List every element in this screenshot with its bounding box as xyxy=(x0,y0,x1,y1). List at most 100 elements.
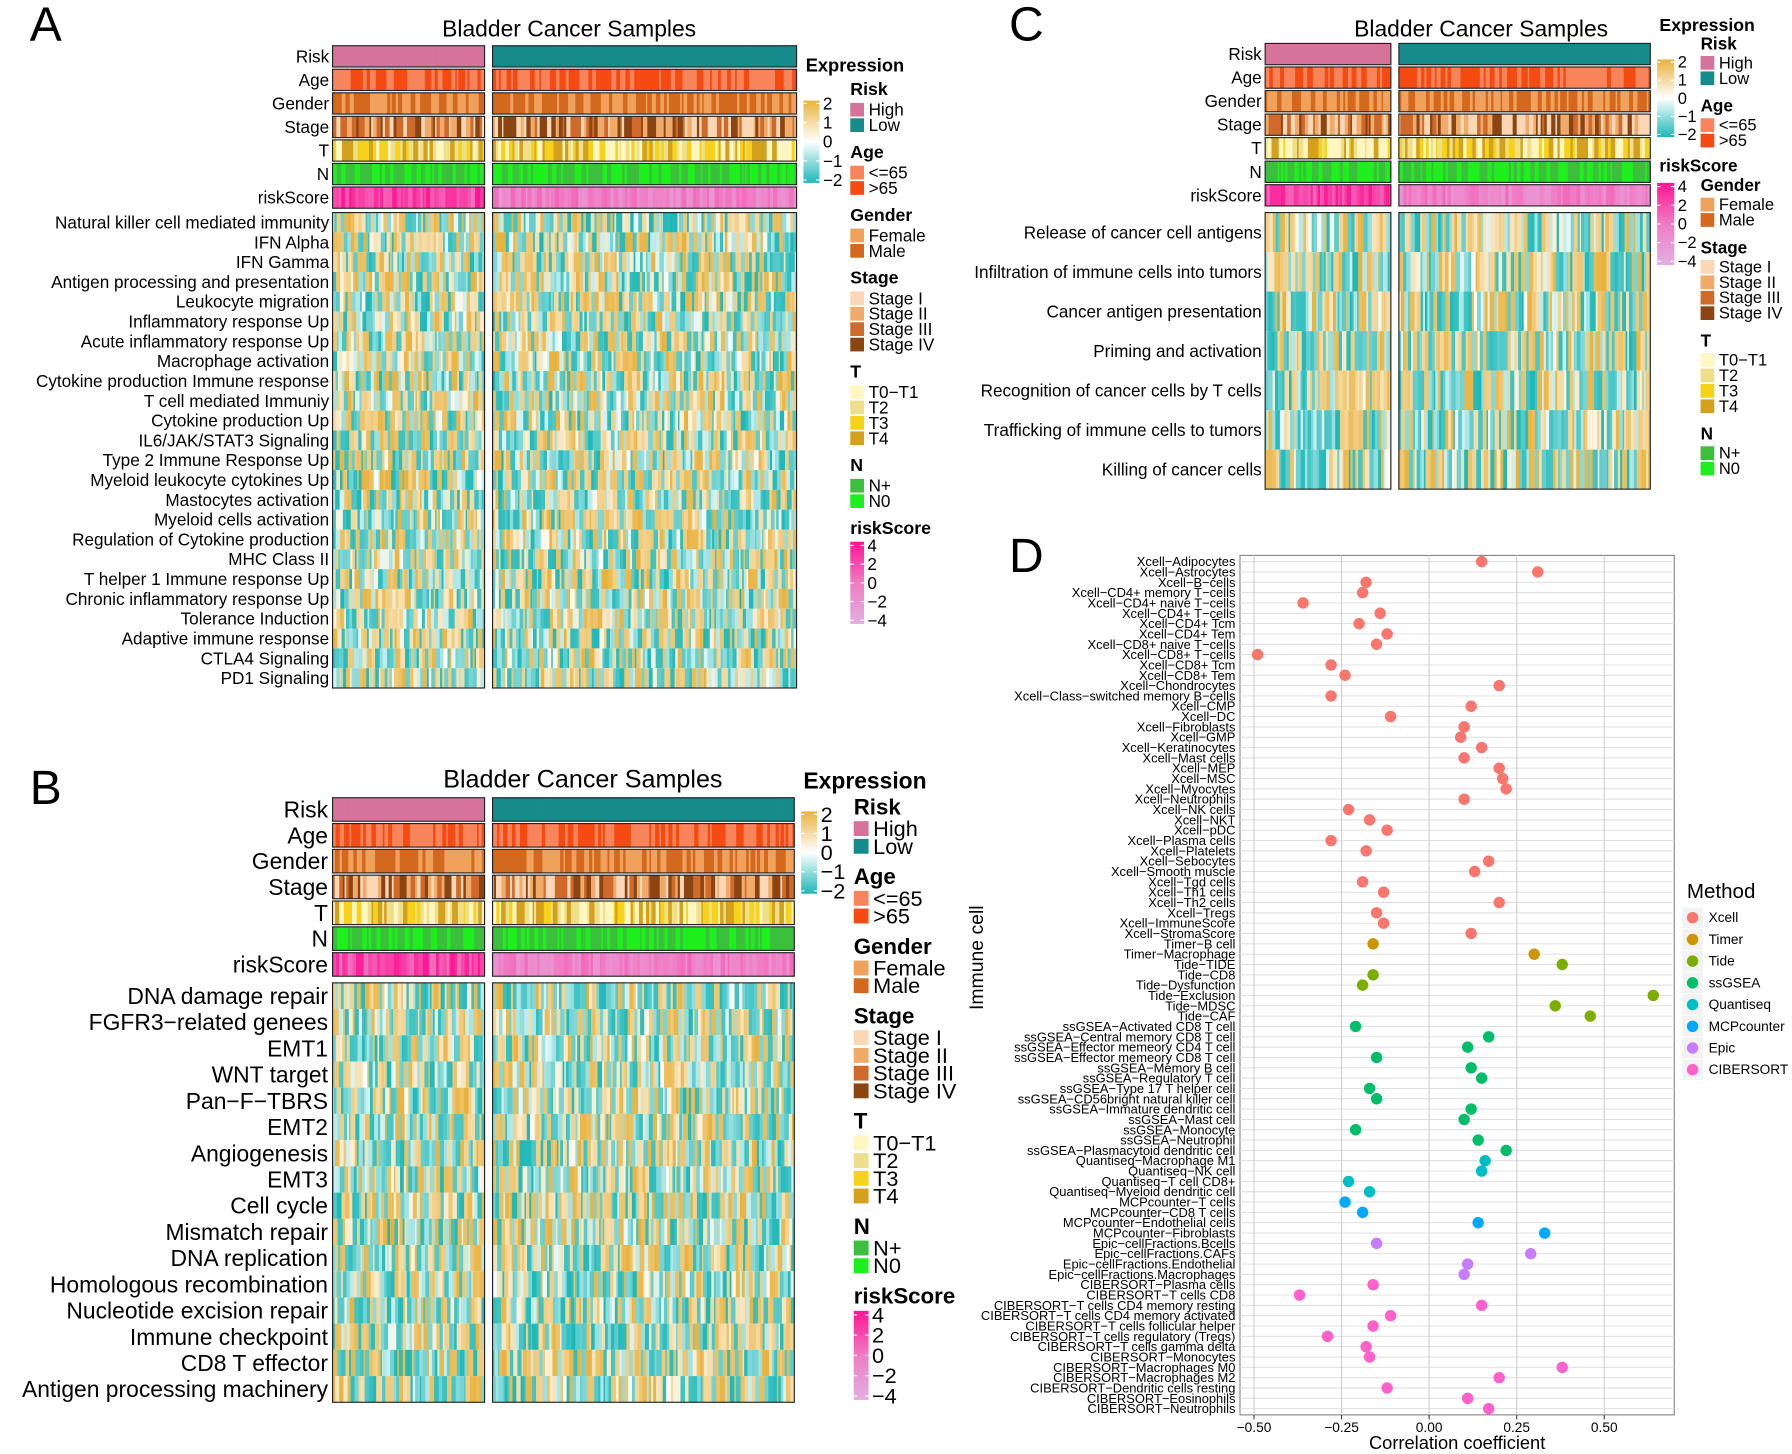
heatmap-texture xyxy=(474,489,480,510)
legend-title: N xyxy=(850,455,863,475)
heatmap-texture xyxy=(597,509,600,530)
heatmap-texture xyxy=(561,390,563,411)
heatmap-texture xyxy=(593,186,596,209)
heatmap-texture xyxy=(570,371,575,391)
heatmap-texture xyxy=(399,351,405,372)
heatmap-texture xyxy=(623,628,629,649)
heatmap-texture xyxy=(375,291,378,312)
heatmap-texture xyxy=(403,351,408,372)
heatmap-texture xyxy=(750,139,753,162)
heatmap-texture xyxy=(450,116,455,138)
heatmap-texture xyxy=(387,163,391,185)
heatmap-texture xyxy=(416,163,422,185)
heatmap-texture xyxy=(522,450,528,471)
heatmap-texture xyxy=(476,509,482,530)
heatmap-texture xyxy=(709,450,713,471)
heatmap-texture xyxy=(712,291,717,312)
heatmap-texture xyxy=(657,410,663,431)
heatmap-texture xyxy=(669,116,673,138)
heatmap-texture xyxy=(408,139,414,162)
heatmap-texture xyxy=(680,371,683,391)
heatmap-texture xyxy=(663,430,667,451)
heatmap-texture xyxy=(640,371,644,391)
heatmap-texture xyxy=(492,351,498,372)
heatmap-texture xyxy=(746,139,751,162)
heatmap-texture xyxy=(655,252,660,272)
heatmap-texture xyxy=(502,390,505,411)
heatmap-texture xyxy=(402,390,406,411)
heatmap-texture xyxy=(615,163,619,185)
heatmap-texture xyxy=(714,351,720,372)
heatmap-texture xyxy=(696,470,701,490)
heatmap-texture xyxy=(463,212,467,233)
heatmap-texture xyxy=(580,450,585,471)
heatmap-texture xyxy=(410,291,414,312)
heatmap-texture xyxy=(409,371,415,391)
heatmap-texture xyxy=(465,212,470,233)
heatmap-texture xyxy=(414,797,419,822)
heatmap-texture xyxy=(458,311,464,332)
heatmap-texture xyxy=(703,116,709,138)
heatmap-texture xyxy=(460,529,464,550)
heatmap-texture xyxy=(786,569,789,589)
heatmap-texture xyxy=(532,351,536,372)
heatmap-texture xyxy=(385,390,389,411)
heatmap-texture xyxy=(667,628,671,649)
heatmap-texture xyxy=(665,648,670,669)
heatmap-texture xyxy=(788,668,791,688)
heatmap-texture xyxy=(607,186,611,209)
heatmap-texture xyxy=(717,529,719,550)
heatmap-texture xyxy=(445,529,449,550)
heatmap-texture xyxy=(771,608,775,629)
heatmap-texture xyxy=(753,186,757,209)
heatmap-texture xyxy=(583,608,588,629)
heatmap-texture xyxy=(410,232,415,253)
heatmap-texture xyxy=(763,410,767,431)
heatmap-texture xyxy=(752,311,755,332)
heatmap-texture xyxy=(420,410,423,431)
heatmap-texture xyxy=(645,272,648,292)
heatmap-texture xyxy=(733,450,736,471)
heatmap-texture xyxy=(522,371,528,391)
heatmap-texture xyxy=(567,45,572,67)
heatmap-texture xyxy=(683,92,688,115)
heatmap-texture xyxy=(347,116,353,138)
heatmap-texture xyxy=(532,628,538,649)
heatmap-texture xyxy=(535,410,539,431)
heatmap-texture xyxy=(448,823,453,848)
heatmap-texture xyxy=(435,331,438,352)
heatmap-texture xyxy=(681,371,685,391)
heatmap-texture xyxy=(332,311,338,332)
heatmap-texture xyxy=(495,588,500,609)
heatmap-texture xyxy=(360,311,363,332)
heatmap-texture xyxy=(396,186,402,209)
heatmap-texture xyxy=(512,331,516,352)
heatmap-texture xyxy=(635,252,641,272)
heatmap-texture xyxy=(332,529,337,550)
heatmap-texture xyxy=(560,608,564,629)
heatmap-texture xyxy=(568,410,572,431)
heatmap-texture xyxy=(361,186,366,209)
heatmap-texture xyxy=(474,252,479,272)
heatmap-texture xyxy=(382,331,386,352)
heatmap-texture xyxy=(609,139,612,162)
heatmap-texture xyxy=(647,549,651,570)
heatmap-texture xyxy=(532,588,538,609)
heatmap-texture xyxy=(560,509,565,530)
heatmap-texture xyxy=(674,252,677,272)
heatmap-texture xyxy=(654,489,658,510)
heatmap-texture xyxy=(714,331,718,352)
heatmap-texture xyxy=(710,252,715,272)
heatmap-texture xyxy=(437,430,440,451)
heatmap-texture xyxy=(735,252,740,272)
heatmap-texture xyxy=(600,212,603,233)
heatmap-texture xyxy=(352,628,357,649)
heatmap-texture xyxy=(561,529,564,550)
heatmap-texture xyxy=(551,186,556,209)
heatmap-texture xyxy=(693,232,698,253)
heatmap-texture xyxy=(741,648,747,669)
heatmap-texture xyxy=(587,489,591,510)
heatmap-texture xyxy=(465,509,468,530)
heatmap-texture xyxy=(647,252,652,272)
